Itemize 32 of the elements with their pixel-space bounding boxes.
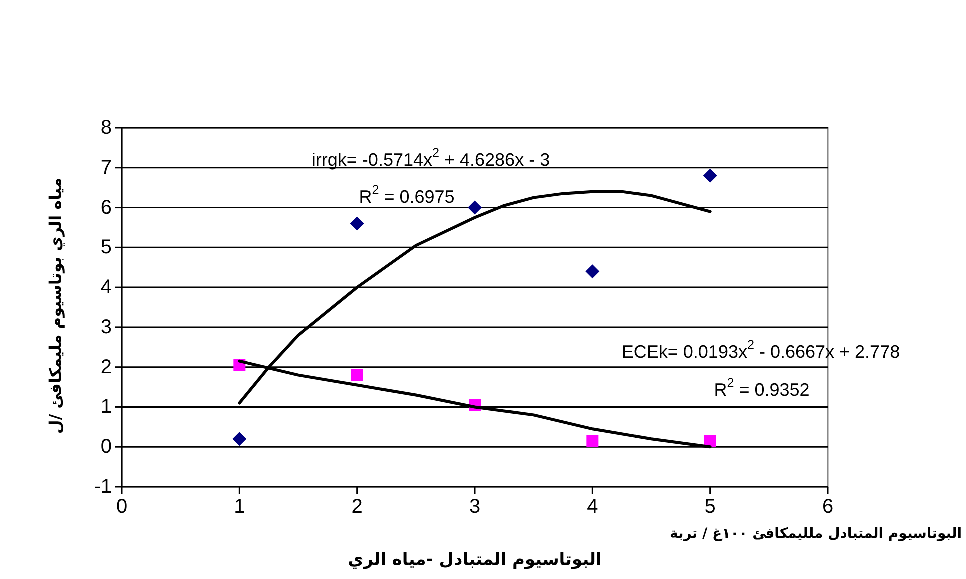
- x-tick-label: 2: [352, 496, 363, 518]
- point: [468, 200, 482, 215]
- annotation: R$^{2}$ = 0.6975: [359, 183, 455, 207]
- y-tick-label: -1: [94, 476, 112, 498]
- text: البوتاسيوم المتبادل ملليمكافئ ١٠٠غ / تربة: [670, 526, 962, 542]
- point: [703, 168, 718, 183]
- y-tick-label: 7: [100, 156, 112, 179]
- x-tick-label: 4: [587, 496, 598, 518]
- y-tick-label: 1: [100, 396, 112, 418]
- annotation: irrgk= -0.5714x$^{2}$ + 4.6286x - 3: [312, 146, 550, 170]
- y-tick-label: 0: [100, 436, 112, 458]
- point: [350, 216, 364, 231]
- y-tick-label: 4: [100, 276, 112, 299]
- x-tick-label: 0: [116, 496, 128, 518]
- annotation: ECEk= 0.0193x$^{2}$ - 0.6667x + 2.778: [622, 338, 900, 362]
- annotation: R$^{2}$ = 0.9352: [714, 376, 810, 400]
- x-tick-label: 1: [234, 496, 246, 518]
- y-tick-label: 5: [100, 236, 112, 259]
- y-axis-title: مياه الري بوتاسيوم مليمكافئ /ل: [46, 178, 64, 434]
- x-tick-label: 5: [704, 496, 716, 518]
- point: [232, 432, 247, 446]
- y-tick-label: 2: [100, 356, 112, 378]
- x-axis-title: البوتاسيوم المتبادل -مياه الري: [348, 550, 602, 570]
- point: [586, 264, 600, 279]
- x-tick-label: 6: [822, 496, 834, 518]
- point: [586, 435, 599, 448]
- y-tick-label: 3: [100, 316, 112, 338]
- point: [351, 369, 364, 382]
- x-tick-label: 3: [469, 496, 481, 518]
- point: [704, 435, 716, 448]
- y-tick-label: 8: [100, 117, 112, 139]
- y-tick-label: 6: [100, 196, 112, 219]
